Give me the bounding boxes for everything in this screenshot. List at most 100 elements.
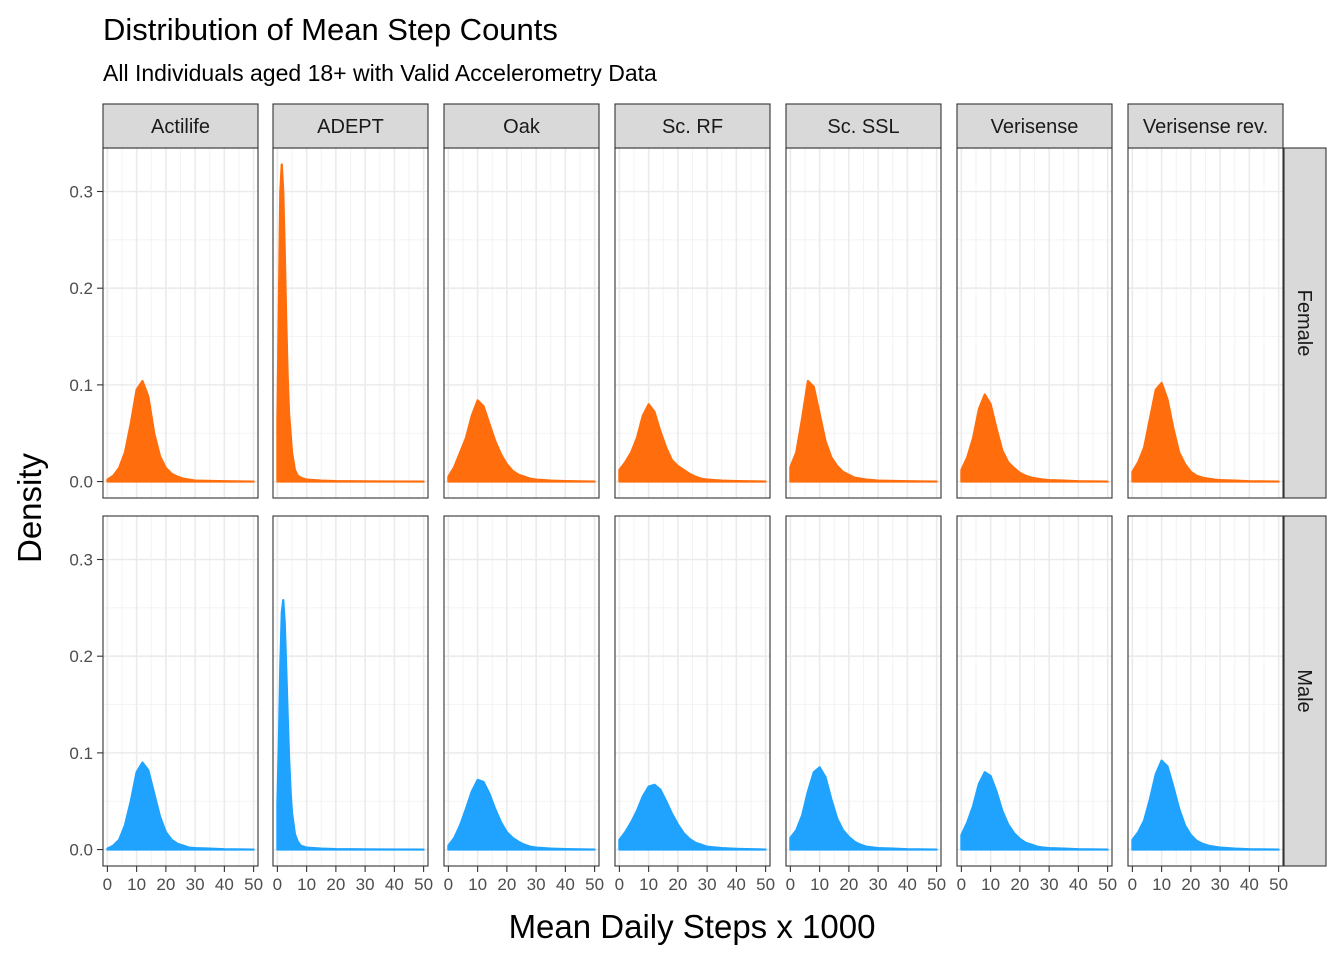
panel-actilife-male [102,515,259,867]
y-tick-label: 0.0 [69,473,93,492]
x-tick-label: 0 [103,875,112,894]
density-area-sc-ssl-female [789,379,938,483]
strip-column-adept: ADEPT [272,103,429,149]
x-tick-label: 20 [1010,875,1029,894]
panel-sc-rf-male [614,515,771,867]
x-axis-title: Mean Daily Steps x 1000 [509,908,876,945]
x-tick-label: 50 [756,875,775,894]
x-tick-label: 50 [1098,875,1117,894]
y-tick-label: 0.2 [69,279,93,298]
panel-actilife-female [102,147,259,499]
x-tick-label: 10 [297,875,316,894]
strip-label: Female [1293,290,1315,357]
chart-subtitle: All Individuals aged 18+ with Valid Acce… [103,60,657,86]
x-tick-label: 0 [444,875,453,894]
strip-column-actilife: Actilife [102,103,259,149]
x-tick-label: 20 [668,875,687,894]
x-tick-label: 10 [981,875,1000,894]
x-tick-label: 30 [527,875,546,894]
panel-border [1127,515,1284,867]
x-tick-label: 10 [810,875,829,894]
x-tick-label: 40 [556,875,575,894]
strip-label: Sc. RF [662,116,723,138]
x-tick-label: 20 [1181,875,1200,894]
strip-label: ADEPT [317,116,384,138]
panel-border [785,515,942,867]
panel-verisense-rev-female [1127,147,1284,499]
density-area-sc-rf-male [618,783,767,851]
panel-border [614,515,771,867]
x-tick-label: 30 [869,875,888,894]
panel-border [956,515,1113,867]
x-tick-label: 50 [585,875,604,894]
y-tick-label: 0.2 [69,647,93,666]
y-tick-label: 0.1 [69,376,93,395]
panel-border [102,515,259,867]
strip-background [102,103,259,149]
x-tick-label: 30 [356,875,375,894]
strip-label: Actilife [151,116,210,138]
density-area-adept-female [276,163,425,483]
panels-layer [102,147,1284,867]
x-tick-label: 30 [186,875,205,894]
density-area-actilife-female [106,379,255,483]
x-tick-label: 0 [957,875,966,894]
panel-verisense-rev-male [1127,515,1284,867]
density-area-verisense-rev-male [1131,759,1280,851]
x-tick-label: 40 [1240,875,1259,894]
x-tick-label: 10 [468,875,487,894]
panel-verisense-male [956,515,1113,867]
y-axis: 0.0 0.1 0.2 0.3 0.0 0.1 0.2 0.3 [69,183,103,860]
strip-background [785,103,942,149]
strip-label: Verisense [991,116,1079,138]
strip-label: Sc. SSL [827,116,899,138]
x-tick-label: 20 [326,875,345,894]
strip-label: Oak [503,116,541,138]
strip-background [1283,147,1327,499]
density-area-verisense-female [960,393,1109,483]
density-area-verisense-male [960,771,1109,851]
panel-adept-male [272,515,429,867]
strip-column-oak: Oak [443,103,600,149]
strip-row-female: Female [1283,147,1327,499]
x-axis: 0 10 20 30 40 50 0 10 20 30 40 50 0 10 20 30 40 50 0 10 20 30… [103,866,1288,894]
panel-sc-rf-female [614,147,771,499]
x-tick-label: 10 [639,875,658,894]
density-area-verisense-rev-female [1131,381,1280,483]
panel-sc-ssl-female [785,147,942,499]
y-tick-label: 0.3 [69,183,93,202]
x-tick-label: 20 [839,875,858,894]
x-tick-label: 30 [1211,875,1230,894]
strip-row-male: Male [1283,515,1327,867]
panel-verisense-female [956,147,1113,499]
strip-background [272,103,429,149]
x-tick-label: 40 [898,875,917,894]
strip-background [1283,515,1327,867]
x-tick-label: 30 [698,875,717,894]
panel-oak-female [443,147,600,499]
x-tick-label: 0 [273,875,282,894]
strip-column-sc-ssl: Sc. SSL [785,103,942,149]
x-tick-label: 50 [414,875,433,894]
x-tick-label: 30 [1040,875,1059,894]
x-tick-label: 40 [215,875,234,894]
strip-column-verisense-rev: Verisense rev. [1127,103,1284,149]
density-area-adept-male [276,599,425,851]
strip-column-verisense: Verisense [956,103,1113,149]
panel-border [272,515,429,867]
strip-label: Verisense rev. [1143,116,1268,138]
x-tick-label: 20 [156,875,175,894]
density-area-actilife-male [106,761,255,851]
y-tick-label: 0.1 [69,744,93,763]
density-area-oak-female [447,399,596,483]
strips-layer: Actilife ADEPT Oak Sc. RF Sc. SSL Verisense Ve… [102,103,1327,867]
panel-border [443,515,600,867]
density-area-oak-male [447,778,596,851]
strip-background [614,103,771,149]
panel-oak-male [443,515,600,867]
strip-background [956,103,1113,149]
x-tick-label: 0 [615,875,624,894]
x-tick-label: 40 [1069,875,1088,894]
x-tick-label: 10 [1152,875,1171,894]
panel-adept-female [272,147,429,499]
